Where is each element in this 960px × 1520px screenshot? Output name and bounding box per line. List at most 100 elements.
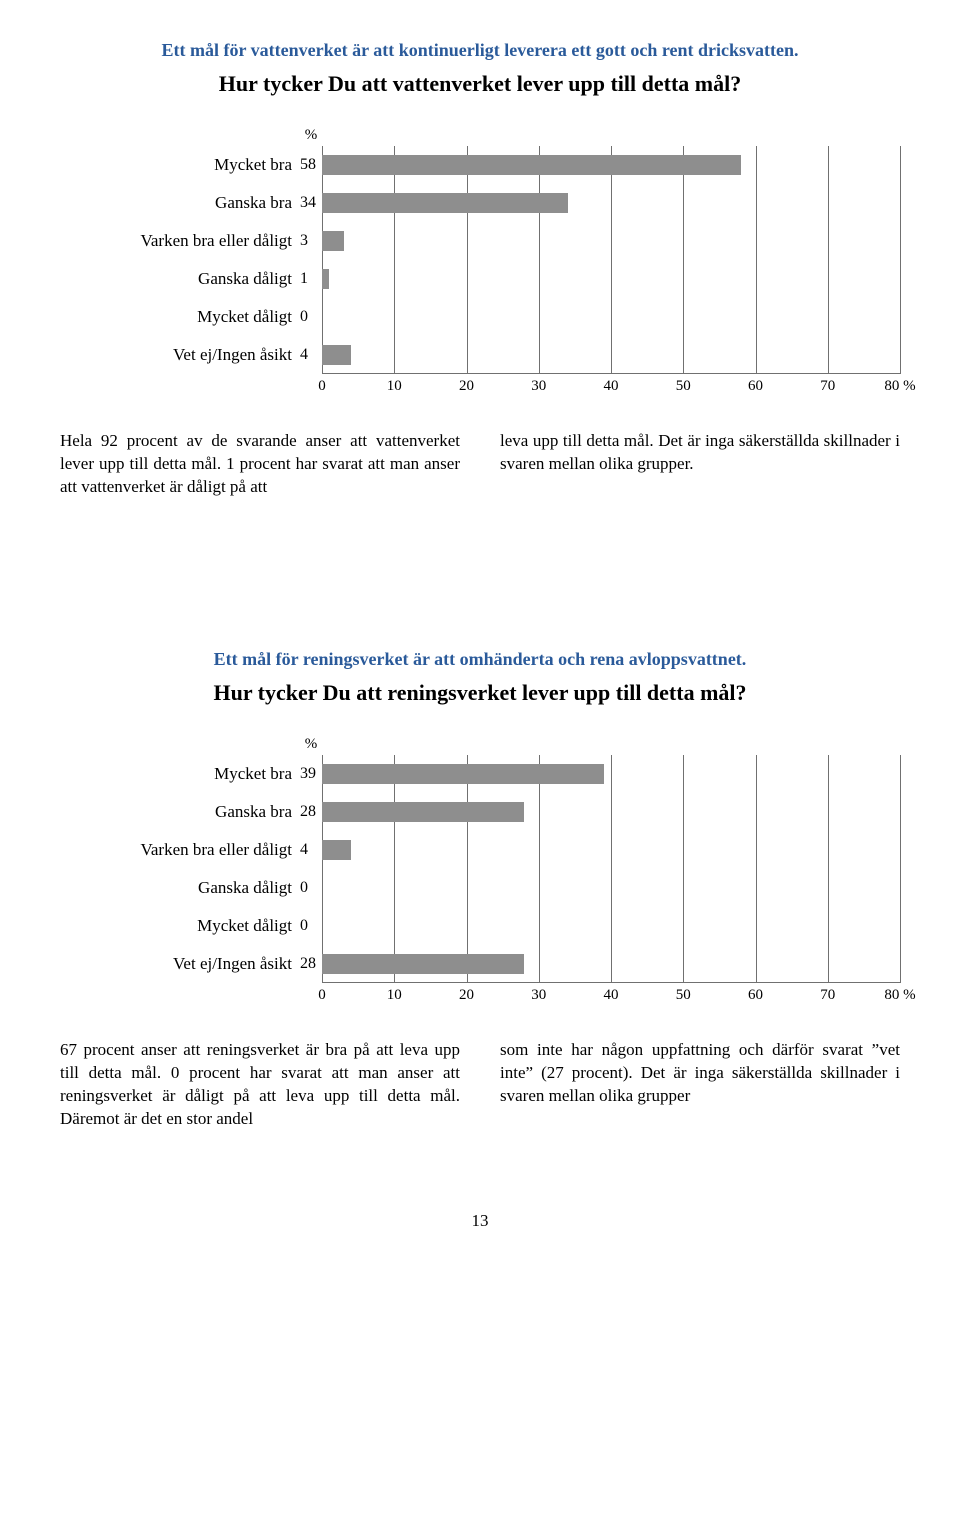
chart2-pct-header: % xyxy=(60,736,900,753)
chart2-question: Hur tycker Du att reningsverket lever up… xyxy=(60,680,900,706)
chart2: % Mycket bra39Ganska bra28Varken bra ell… xyxy=(60,736,900,1009)
chart2-bar-cell xyxy=(322,793,900,831)
chart1-body-text: Hela 92 procent av de svarande anser att… xyxy=(60,430,900,499)
chart2-xtick: 50 xyxy=(676,987,691,1004)
chart1: % Mycket bra58Ganska bra34Varken bra ell… xyxy=(60,127,900,400)
chart1-xtick: 30 xyxy=(531,378,546,395)
chart1-row: Ganska dåligt1 xyxy=(60,260,900,298)
chart2-value-label: 28 xyxy=(300,803,322,821)
chart2-row: Varken bra eller dåligt4 xyxy=(60,831,900,869)
chart1-text-left: Hela 92 procent av de svarande anser att… xyxy=(60,430,460,499)
chart2-body-text: 67 procent anser att reningsverket är br… xyxy=(60,1039,900,1131)
chart2-category-label: Vet ej/Ingen åsikt xyxy=(60,954,300,974)
chart1-value-label: 58 xyxy=(300,156,322,174)
chart1-category-label: Vet ej/Ingen åsikt xyxy=(60,345,300,365)
chart2-category-label: Mycket dåligt xyxy=(60,916,300,936)
chart1-bar-cell xyxy=(322,184,900,222)
chart2-bar-cell xyxy=(322,869,900,907)
chart2-pct-symbol: % xyxy=(300,736,322,753)
chart1-row: Varken bra eller dåligt3 xyxy=(60,222,900,260)
chart2-bar xyxy=(322,954,524,974)
chart1-value-label: 4 xyxy=(300,346,322,364)
chart1-category-label: Varken bra eller dåligt xyxy=(60,231,300,251)
chart2-text-right: som inte har någon uppfattning och därfö… xyxy=(500,1039,900,1131)
chart2-category-label: Varken bra eller dåligt xyxy=(60,840,300,860)
chart2-row: Ganska dåligt0 xyxy=(60,869,900,907)
chart2-row: Mycket bra39 xyxy=(60,755,900,793)
chart1-axis: 01020304050607080 % xyxy=(60,378,900,400)
chart2-intro: Ett mål för reningsverket är att omhände… xyxy=(60,649,900,670)
chart1-row: Ganska bra34 xyxy=(60,184,900,222)
chart1-category-label: Mycket bra xyxy=(60,155,300,175)
chart1-xtick: 50 xyxy=(676,378,691,395)
chart2-bar xyxy=(322,764,604,784)
chart2-gridline xyxy=(900,755,901,983)
chart1-bar xyxy=(322,269,329,289)
chart1-question: Hur tycker Du att vattenverket lever upp… xyxy=(60,71,900,97)
chart2-bar-cell xyxy=(322,945,900,983)
chart1-xtick: 80 % xyxy=(884,378,915,395)
chart2-body: Mycket bra39Ganska bra28Varken bra eller… xyxy=(60,755,900,983)
chart2-xtick: 20 xyxy=(459,987,474,1004)
chart1-bar-cell xyxy=(322,336,900,374)
chart1-row: Mycket dåligt0 xyxy=(60,298,900,336)
chart1-value-label: 0 xyxy=(300,308,322,326)
chart2-xtick: 40 xyxy=(604,987,619,1004)
chart2-value-label: 28 xyxy=(300,955,322,973)
chart1-intro: Ett mål för vattenverket är att kontinue… xyxy=(60,40,900,61)
chart2-value-label: 0 xyxy=(300,917,322,935)
chart2-value-label: 0 xyxy=(300,879,322,897)
chart2-xtick: 0 xyxy=(318,987,326,1004)
chart1-bar-cell xyxy=(322,146,900,184)
chart1-value-label: 3 xyxy=(300,232,322,250)
chart1-body: Mycket bra58Ganska bra34Varken bra eller… xyxy=(60,146,900,374)
chart2-value-label: 39 xyxy=(300,765,322,783)
chart2-value-label: 4 xyxy=(300,841,322,859)
chart1-category-label: Ganska bra xyxy=(60,193,300,213)
chart1-xtick: 0 xyxy=(318,378,326,395)
chart1-bar-cell xyxy=(322,222,900,260)
chart1-category-label: Mycket dåligt xyxy=(60,307,300,327)
chart2-bar-cell xyxy=(322,907,900,945)
chart1-bar-cell xyxy=(322,298,900,336)
chart2-baseline xyxy=(322,982,900,983)
chart1-bar xyxy=(322,345,351,365)
chart2-axis: 01020304050607080 % xyxy=(60,987,900,1009)
chart2-category-label: Ganska bra xyxy=(60,802,300,822)
chart1-baseline xyxy=(322,373,900,374)
chart1-row: Mycket bra58 xyxy=(60,146,900,184)
chart2-bar xyxy=(322,802,524,822)
chart1-xtick: 60 xyxy=(748,378,763,395)
chart1-value-label: 1 xyxy=(300,270,322,288)
chart2-section: Ett mål för reningsverket är att omhände… xyxy=(60,649,900,1131)
chart1-xtick: 20 xyxy=(459,378,474,395)
chart1-pct-header: % xyxy=(60,127,900,144)
chart1-category-label: Ganska dåligt xyxy=(60,269,300,289)
chart2-xtick: 70 xyxy=(820,987,835,1004)
chart2-bar-cell xyxy=(322,755,900,793)
chart1-xtick: 10 xyxy=(387,378,402,395)
chart1-value-label: 34 xyxy=(300,194,322,212)
chart1-xtick: 70 xyxy=(820,378,835,395)
chart2-row: Vet ej/Ingen åsikt28 xyxy=(60,945,900,983)
chart1-pct-symbol: % xyxy=(300,127,322,144)
chart2-row: Mycket dåligt0 xyxy=(60,907,900,945)
chart2-xtick: 30 xyxy=(531,987,546,1004)
chart1-bar-cell xyxy=(322,260,900,298)
chart1-section: Ett mål för vattenverket är att kontinue… xyxy=(60,40,900,499)
chart2-category-label: Mycket bra xyxy=(60,764,300,784)
chart2-xtick: 60 xyxy=(748,987,763,1004)
chart1-bar xyxy=(322,231,344,251)
chart2-row: Ganska bra28 xyxy=(60,793,900,831)
chart2-bar-cell xyxy=(322,831,900,869)
chart2-category-label: Ganska dåligt xyxy=(60,878,300,898)
chart1-gridline xyxy=(900,146,901,374)
chart2-text-left: 67 procent anser att reningsverket är br… xyxy=(60,1039,460,1131)
chart2-bar xyxy=(322,840,351,860)
page-number: 13 xyxy=(60,1211,900,1231)
chart1-bar xyxy=(322,193,568,213)
chart1-text-right: leva upp till detta mål. Det är inga säk… xyxy=(500,430,900,499)
chart1-xtick: 40 xyxy=(604,378,619,395)
chart1-row: Vet ej/Ingen åsikt4 xyxy=(60,336,900,374)
chart1-bar xyxy=(322,155,741,175)
